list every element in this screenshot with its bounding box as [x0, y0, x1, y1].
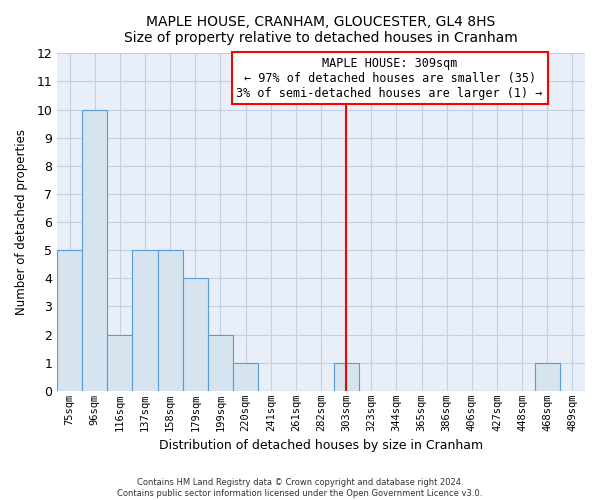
Text: Contains HM Land Registry data © Crown copyright and database right 2024.
Contai: Contains HM Land Registry data © Crown c…: [118, 478, 482, 498]
Bar: [57, 250, 82, 391]
Bar: [233, 363, 258, 391]
Y-axis label: Number of detached properties: Number of detached properties: [15, 129, 28, 315]
X-axis label: Distribution of detached houses by size in Cranham: Distribution of detached houses by size …: [159, 440, 483, 452]
Text: MAPLE HOUSE: 309sqm
← 97% of detached houses are smaller (35)
3% of semi-detache: MAPLE HOUSE: 309sqm ← 97% of detached ho…: [236, 56, 543, 100]
Bar: [208, 334, 233, 391]
Title: MAPLE HOUSE, CRANHAM, GLOUCESTER, GL4 8HS
Size of property relative to detached : MAPLE HOUSE, CRANHAM, GLOUCESTER, GL4 8H…: [124, 15, 518, 45]
Bar: [183, 278, 208, 391]
Bar: [133, 250, 158, 391]
Bar: [158, 250, 183, 391]
Bar: [82, 110, 107, 391]
Bar: [334, 363, 359, 391]
Bar: [535, 363, 560, 391]
Bar: [107, 334, 133, 391]
